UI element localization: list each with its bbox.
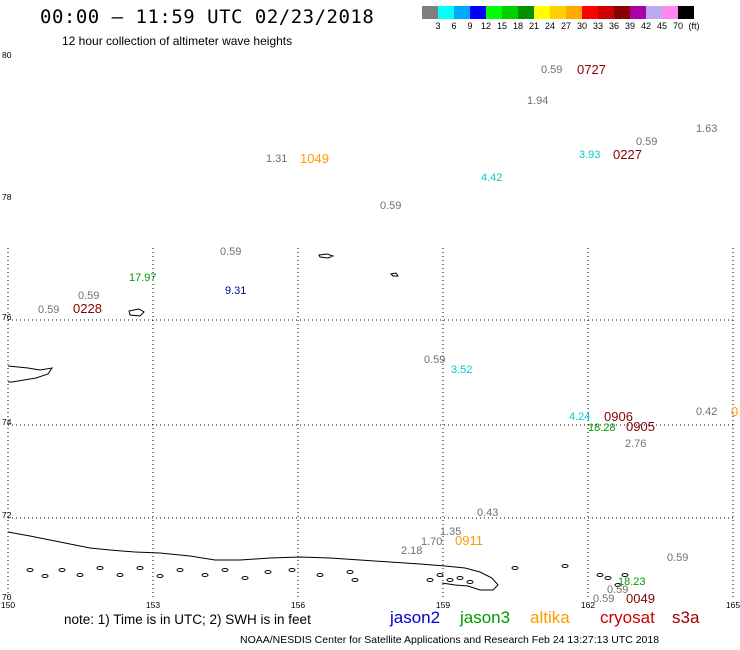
colorbar-swatch bbox=[614, 6, 630, 19]
lat-label: 80 bbox=[2, 50, 12, 60]
satellite-jason3: jason3 bbox=[460, 608, 511, 627]
observation-label: 2.76 bbox=[625, 438, 646, 450]
observation-label: 0 bbox=[731, 404, 738, 419]
observation-label: 9.31 bbox=[225, 285, 246, 297]
colorbar-label: 42 bbox=[640, 21, 652, 31]
observation-label: 0727 bbox=[577, 62, 606, 77]
legend-note: note: 1) Time is in UTC; 2) SWH is in fe… bbox=[64, 612, 311, 627]
observation-label: 0228 bbox=[73, 301, 102, 316]
colorbar-label: 3 bbox=[435, 21, 441, 31]
colorbar-swatch bbox=[534, 6, 550, 19]
colorbar-label: 6 bbox=[451, 21, 457, 31]
colorbar-swatch bbox=[486, 6, 502, 19]
colorbar-swatch bbox=[566, 6, 582, 19]
colorbar-label: 30 bbox=[576, 21, 588, 31]
observation-label: 3.93 bbox=[579, 149, 600, 161]
observation-label: 4.24 bbox=[569, 411, 590, 423]
lon-label: 165 bbox=[726, 600, 740, 610]
lon-label: 156 bbox=[291, 600, 305, 610]
lat-label: 72 bbox=[2, 510, 12, 520]
satellite-s3a: s3a bbox=[672, 608, 700, 627]
map-subtitle: 12 hour collection of altimeter wave hei… bbox=[62, 34, 293, 48]
observation-label: 1.35 bbox=[440, 526, 461, 538]
lon-label: 153 bbox=[146, 600, 160, 610]
colorbar-label: 70 bbox=[672, 21, 684, 31]
observation-label: 18.28 bbox=[588, 422, 616, 434]
observation-label: 0.59 bbox=[593, 593, 614, 605]
observation-label: 1.94 bbox=[527, 95, 548, 107]
colorbar-label: 15 bbox=[496, 21, 508, 31]
colorbar-label: (ft) bbox=[688, 21, 700, 31]
observation-label: 0.42 bbox=[696, 406, 717, 418]
colorbar-swatch bbox=[470, 6, 486, 19]
satellite-cryosat: cryosat bbox=[600, 608, 655, 627]
observation-label: 18.23 bbox=[618, 576, 646, 588]
lat-label: 76 bbox=[2, 312, 12, 322]
satellite-altika: altika bbox=[530, 608, 570, 627]
observation-label: 0906 bbox=[604, 409, 633, 424]
observation-label: 1.70 bbox=[421, 536, 442, 548]
colorbar-swatch bbox=[550, 6, 566, 19]
observation-label: 0.59 bbox=[636, 136, 657, 148]
coastline bbox=[7, 253, 629, 591]
lat-label: 74 bbox=[2, 417, 12, 427]
colorbar-swatch bbox=[598, 6, 614, 19]
colorbar-label: 36 bbox=[608, 21, 620, 31]
lon-label: 150 bbox=[1, 600, 15, 610]
observations: 0.59 0727 1.94 1.63 0.59 3.93 0227 1.31 1049 4.42… bbox=[38, 62, 738, 606]
observation-label: 17.97 bbox=[129, 272, 157, 284]
colorbar-label: 9 bbox=[467, 21, 473, 31]
observation-label: 1049 bbox=[300, 151, 329, 166]
observation-label: 1.31 bbox=[266, 153, 287, 165]
observation-label: 0911 bbox=[455, 533, 483, 548]
observation-label: 0227 bbox=[613, 147, 642, 162]
observation-label: 0.59 bbox=[38, 304, 59, 316]
colorbar-label: 12 bbox=[480, 21, 492, 31]
observation-label: 0.59 bbox=[541, 64, 562, 76]
colorbar-label: 21 bbox=[528, 21, 540, 31]
observation-label: 0905 bbox=[626, 419, 655, 434]
observation-label: 0049 bbox=[626, 591, 655, 606]
observation-label: 2.18 bbox=[401, 545, 422, 557]
observation-label: 0.59 bbox=[424, 354, 445, 366]
lon-label: 162 bbox=[581, 600, 595, 610]
colorbar-swatch bbox=[678, 6, 694, 19]
colorbar bbox=[422, 6, 694, 19]
colorbar-swatch bbox=[422, 6, 438, 19]
lat-label: 78 bbox=[2, 192, 12, 202]
lat-label: 70 bbox=[2, 592, 12, 602]
observation-label: 0.59 bbox=[220, 246, 241, 258]
colorbar-labels: 3 6 9 12 15 18 21 24 27 30 33 36 39 42 45 70 (ft) bbox=[422, 21, 740, 33]
colorbar-label: 24 bbox=[544, 21, 556, 31]
observation-label: 3.52 bbox=[451, 364, 472, 376]
observation-label: 0.59 bbox=[607, 584, 628, 596]
colorbar-label: 39 bbox=[624, 21, 636, 31]
satellite-jason2: jason2 bbox=[390, 608, 441, 627]
colorbar-swatch bbox=[582, 6, 598, 19]
colorbar-swatch bbox=[646, 6, 662, 19]
observation-label: 0.43 bbox=[477, 507, 498, 519]
observation-label: 0.59 bbox=[380, 200, 401, 212]
colorbar-swatch bbox=[438, 6, 454, 19]
colorbar-label: 45 bbox=[656, 21, 668, 31]
colorbar-swatch bbox=[662, 6, 678, 19]
observation-label: 0.59 bbox=[78, 290, 99, 302]
observation-label: 0.59 bbox=[667, 552, 688, 564]
observation-label: 1.63 bbox=[696, 123, 717, 135]
colorbar-swatch bbox=[630, 6, 646, 19]
colorbar-label: 27 bbox=[560, 21, 572, 31]
map-title: 00:00 – 11:59 UTC 02/23/2018 bbox=[40, 6, 375, 28]
graticule bbox=[7, 248, 734, 600]
footer-credit: NOAA/NESDIS Center for Satellite Applica… bbox=[240, 634, 660, 646]
lon-label: 159 bbox=[436, 600, 450, 610]
colorbar-label: 18 bbox=[512, 21, 524, 31]
observation-label: 4.42 bbox=[481, 172, 502, 184]
colorbar-swatch bbox=[454, 6, 470, 19]
colorbar-label: 33 bbox=[592, 21, 604, 31]
colorbar-swatch bbox=[518, 6, 534, 19]
colorbar-swatch bbox=[502, 6, 518, 19]
